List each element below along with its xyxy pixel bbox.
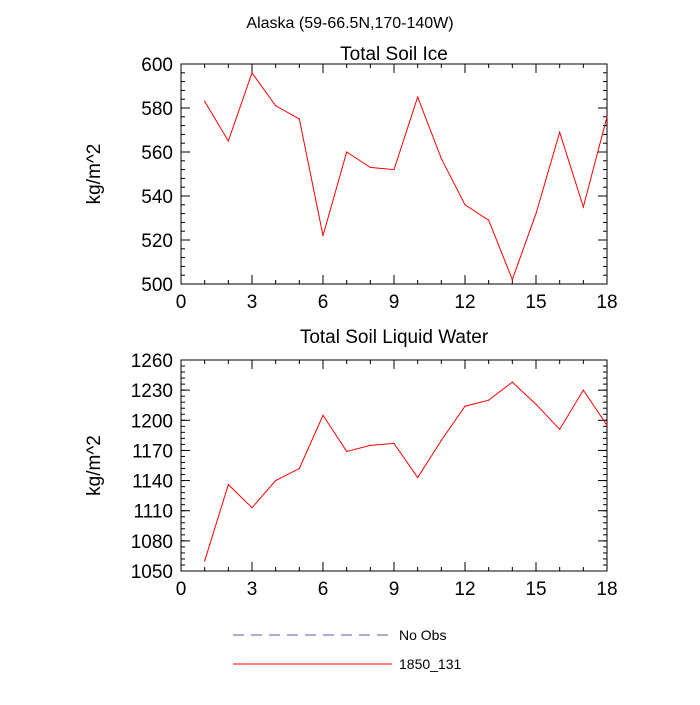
panel-title: Total Soil Liquid Water bbox=[300, 327, 489, 348]
data-point bbox=[346, 450, 348, 453]
x-tick-label: 0 bbox=[176, 292, 187, 313]
data-point bbox=[227, 483, 229, 486]
panel-2: Total Soil Liquid Water 0 3 6 9 12 15 18 1050 108… bbox=[84, 327, 618, 600]
series-1850_131 bbox=[204, 71, 608, 282]
x-tick-label: 6 bbox=[318, 292, 329, 313]
data-point bbox=[582, 389, 584, 391]
y-tick-label: 1260 bbox=[131, 351, 173, 372]
data-point bbox=[488, 219, 490, 221]
series-1850_131 bbox=[204, 381, 608, 562]
plot-frame bbox=[180, 359, 608, 572]
data-point bbox=[204, 100, 206, 102]
y-tick-label: 1230 bbox=[131, 381, 173, 402]
legend: No Obs 1850_131 bbox=[233, 627, 462, 672]
data-point bbox=[275, 479, 277, 482]
data-point bbox=[251, 72, 253, 74]
main-title: Alaska (59-66.5N,170-140W) bbox=[246, 15, 453, 32]
y-tick-label: 500 bbox=[141, 275, 173, 296]
legend-item: 1850_131 bbox=[233, 656, 462, 672]
data-point bbox=[488, 399, 490, 401]
legend-item: No Obs bbox=[233, 627, 446, 643]
data-point bbox=[535, 213, 537, 215]
plot-frame bbox=[180, 63, 608, 285]
data-point bbox=[346, 151, 348, 153]
x-tick-label: 9 bbox=[389, 579, 400, 600]
data-point bbox=[275, 105, 277, 107]
data-point bbox=[393, 442, 395, 444]
data-point bbox=[535, 403, 537, 405]
data-point bbox=[322, 414, 324, 416]
x-tick-label: 18 bbox=[596, 292, 617, 313]
series-line bbox=[204, 71, 608, 282]
data-point bbox=[322, 235, 324, 237]
panels: Total Soil Ice 0 3 6 9 12 15 18 500 520 540 560 580 6… bbox=[84, 44, 618, 600]
y-tick-label: 1200 bbox=[131, 411, 173, 432]
y-tick-label: 1110 bbox=[134, 502, 173, 523]
data-point bbox=[417, 476, 419, 479]
y-tick-label: 540 bbox=[141, 187, 173, 208]
x-tick-label: 9 bbox=[389, 292, 400, 313]
panel-1: Total Soil Ice 0 3 6 9 12 15 18 500 520 540 560 580 6… bbox=[84, 44, 618, 313]
x-tick-label: 12 bbox=[454, 579, 475, 600]
data-point bbox=[511, 279, 513, 281]
data-point bbox=[606, 116, 608, 118]
data-point bbox=[204, 560, 206, 562]
data-point bbox=[582, 206, 584, 208]
x-tick-label: 15 bbox=[525, 579, 546, 600]
data-point bbox=[369, 444, 371, 447]
data-point bbox=[369, 166, 371, 168]
x-tick-label: 15 bbox=[525, 292, 546, 313]
y-tick-label: 1050 bbox=[131, 562, 173, 583]
y-tick-label: 1170 bbox=[132, 441, 173, 462]
y-tick-label: 580 bbox=[141, 99, 173, 120]
data-point bbox=[464, 405, 466, 407]
data-point bbox=[251, 507, 253, 509]
data-point bbox=[440, 158, 442, 160]
y-tick-label: 600 bbox=[141, 55, 173, 76]
data-point bbox=[606, 424, 608, 426]
data-point bbox=[417, 96, 419, 98]
y-axis-title: kg/m^2 bbox=[84, 144, 105, 205]
data-point bbox=[298, 118, 300, 120]
y-tick-label: 560 bbox=[141, 143, 173, 164]
data-point bbox=[393, 169, 395, 171]
x-tick-label: 3 bbox=[247, 579, 258, 600]
y-tick-label: 520 bbox=[141, 231, 173, 252]
data-point bbox=[559, 131, 561, 133]
legend-label: 1850_131 bbox=[399, 656, 462, 672]
x-tick-label: 3 bbox=[247, 292, 258, 313]
data-point bbox=[440, 439, 442, 441]
y-tick-label: 1140 bbox=[132, 472, 173, 493]
panel-title: Total Soil Ice bbox=[340, 44, 448, 65]
data-point bbox=[559, 428, 561, 430]
y-tick-label: 1080 bbox=[131, 532, 173, 553]
series-line bbox=[204, 381, 608, 562]
x-tick-label: 12 bbox=[454, 292, 475, 313]
data-point bbox=[464, 204, 466, 206]
x-tick-label: 18 bbox=[596, 579, 617, 600]
x-tick-label: 6 bbox=[318, 579, 329, 600]
legend-label: No Obs bbox=[399, 627, 446, 643]
data-point bbox=[298, 467, 300, 470]
y-axis-title: kg/m^2 bbox=[84, 435, 105, 496]
data-point bbox=[227, 140, 229, 142]
x-tick-label: 0 bbox=[176, 579, 187, 600]
data-point bbox=[511, 381, 513, 383]
